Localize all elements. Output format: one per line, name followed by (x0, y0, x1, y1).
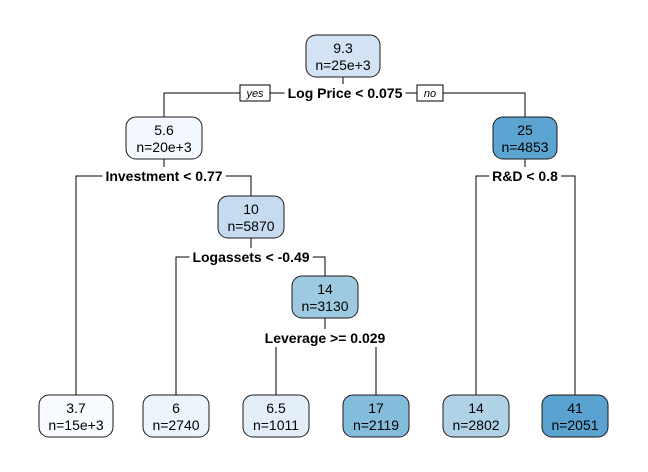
node-value: 14 (317, 281, 333, 297)
yes-tag-box (239, 84, 271, 102)
tree-node-l3: 6.5n=1011 (242, 394, 310, 438)
node-box (291, 275, 359, 319)
split-label-text: Log Price < 0.075 (288, 85, 403, 101)
node-value: 9.3 (333, 40, 353, 56)
node-value: 5.6 (154, 122, 174, 138)
edge-n3-l5 (475, 159, 526, 395)
split-label-bg (189, 248, 313, 266)
tree-node-l1: 3.7n=15e+3 (38, 394, 114, 438)
no-tag: no (416, 84, 444, 102)
node-count: n=2051 (551, 417, 598, 433)
node-count: n=15e+3 (48, 417, 103, 433)
node-box (217, 195, 285, 239)
split-label-text: Logassets < -0.49 (192, 249, 309, 265)
node-value: 41 (567, 400, 583, 416)
split-label-s_n5: Logassets < -0.49 (189, 248, 313, 266)
yes-tag: yes (239, 84, 271, 102)
node-count: n=4853 (501, 139, 548, 155)
node-value: 10 (243, 201, 259, 217)
edge-n3-l6 (524, 159, 576, 395)
tree-node-n3: 25n=4853 (492, 116, 558, 160)
node-count: n=2119 (353, 417, 399, 433)
node-count: n=1011 (253, 417, 299, 433)
node-value: 6.5 (266, 400, 286, 416)
node-box (541, 394, 609, 438)
tree-node-n5: 10n=5870 (217, 195, 285, 239)
node-box (492, 116, 558, 160)
node-count: n=2740 (152, 417, 199, 433)
split-label-text: Investment < 0.77 (105, 168, 222, 184)
node-value: 17 (368, 400, 384, 416)
split-label-bg (102, 167, 226, 185)
node-box (342, 394, 410, 438)
tree-node-root: 9.3n=25e+3 (305, 34, 381, 78)
tree-nodes: 9.3n=25e+35.6n=20e+325n=485310n=587014n=… (38, 34, 609, 438)
node-value: 6 (172, 400, 180, 416)
node-count: n=2802 (452, 417, 499, 433)
split-label-s_n3: R&D < 0.8 (489, 167, 562, 185)
node-count: n=3130 (301, 298, 348, 314)
node-value: 14 (468, 400, 484, 416)
node-count: n=5870 (227, 218, 274, 234)
node-box (442, 394, 510, 438)
split-label-s_n2: Investment < 0.77 (102, 167, 226, 185)
tree-node-l2: 6n=2740 (142, 394, 210, 438)
node-count: n=20e+3 (136, 139, 191, 155)
node-value: 25 (517, 122, 533, 138)
yes-tag-text: yes (245, 88, 264, 100)
split-labels: Log Price < 0.075 yes no Investment < 0.77 R… (102, 84, 562, 347)
tree-node-n11: 14n=3130 (291, 275, 359, 319)
node-value: 3.7 (66, 400, 86, 416)
no-tag-text: no (424, 88, 436, 100)
tree-node-l6: 41n=2051 (541, 394, 609, 438)
tree-node-l4: 17n=2119 (342, 394, 410, 438)
no-tag-box (416, 84, 444, 102)
node-box (305, 34, 381, 78)
split-label-text: Leverage >= 0.029 (265, 330, 386, 346)
split-label-s_root: Log Price < 0.075 (284, 84, 406, 102)
edge-n2-l1 (75, 159, 165, 395)
node-box (125, 116, 203, 160)
split-label-text: R&D < 0.8 (492, 168, 558, 184)
tree-node-n2: 5.6n=20e+3 (125, 116, 203, 160)
node-box (242, 394, 310, 438)
split-label-bg (261, 329, 389, 347)
node-box (38, 394, 114, 438)
split-label-bg (489, 167, 562, 185)
tree-node-l5: 14n=2802 (442, 394, 510, 438)
split-label-s_n11: Leverage >= 0.029 (261, 329, 389, 347)
split-label-bg (284, 84, 406, 102)
node-count: n=25e+3 (315, 57, 370, 73)
node-box (142, 394, 210, 438)
